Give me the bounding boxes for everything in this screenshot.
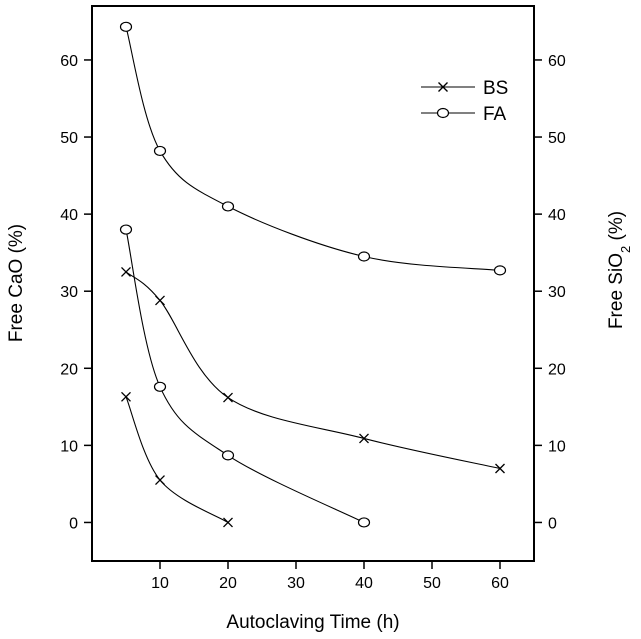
y-tick-label-right: 10 [548,438,566,455]
y-tick-label-left: 30 [60,284,78,301]
y-axis-right: 0 10 20 30 40 50 60 [534,53,566,532]
legend-marker [438,82,448,92]
data-point-bs [223,517,233,528]
data-point-fa [153,381,167,392]
data-point-fa [119,224,133,235]
x-tick-label: 20 [219,575,237,592]
y-tick-label-left: 20 [60,361,78,378]
data-point-bs [359,433,369,444]
legend-label: BS [483,78,508,99]
data-point-bs [121,266,131,277]
data-point-bs [223,392,233,403]
y-tick-label-right: 40 [548,207,566,224]
data-point-fa [221,201,235,212]
y-axis-right-title: Free SiO2 (%) [606,211,633,329]
x-tick-label: 50 [423,575,441,592]
y-axis-left: 0 10 20 30 40 50 60 [60,53,92,532]
data-point-fa [153,145,167,157]
series-line-fa-2 [125,26,501,271]
x-axis-title: Autoclaving Time (h) [226,612,399,633]
y-axis-left-title: Free CaO (%) [6,224,27,342]
data-point-fa [357,251,371,262]
data-point-bs [155,295,165,306]
legend-item-bs: BS [421,78,508,99]
x-tick-label: 40 [355,575,373,592]
x-tick-label: 10 [151,575,169,592]
series-lines [125,26,501,523]
y-tick-label-left: 0 [69,515,78,532]
series-line-fa-3 [125,229,365,523]
legend-item-fa: FA [421,104,507,125]
plot-frame [91,5,535,562]
legend-label: FA [483,104,507,125]
data-point-fa [221,450,235,461]
data-point-fa [119,21,133,32]
y-tick-label-right: 20 [548,361,566,378]
y-tick-label-right: 30 [548,284,566,301]
data-point-bs [495,463,505,474]
y-tick-label-left: 10 [60,438,78,455]
y-tick-label-right: 60 [548,53,566,70]
y-tick-label-right: 0 [548,515,557,532]
data-point-bs [121,391,131,402]
data-point-fa [493,265,507,276]
y-tick-label-left: 60 [60,53,78,70]
x-tick-label: 60 [491,575,509,592]
y-tick-label-left: 50 [60,130,78,147]
legend: BS FA [421,78,508,125]
y-tick-label-right: 50 [548,130,566,147]
series-markers [119,21,507,528]
legend-marker [436,107,450,119]
x-axis: 10 20 30 40 50 60 [151,561,509,592]
series-line-bs-0 [125,271,501,470]
x-tick-label: 30 [287,575,305,592]
data-point-fa [357,517,371,528]
y-tick-label-left: 40 [60,207,78,224]
data-point-bs [155,475,165,486]
